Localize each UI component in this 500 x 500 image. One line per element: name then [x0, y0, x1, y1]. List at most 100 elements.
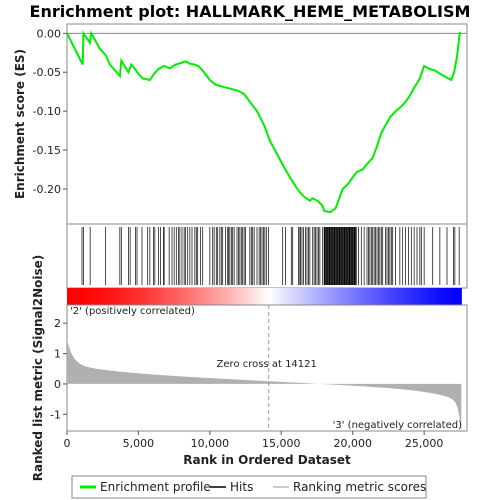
metric-y-tick-label: 0 [54, 378, 61, 391]
color-bar-segment [205, 288, 210, 305]
color-bar-segment [394, 288, 399, 305]
color-bar-segment [374, 288, 380, 305]
x-tick-label: 20,000 [333, 437, 372, 450]
negative-correlation-label: '3' (negatively correlated) [333, 420, 462, 431]
color-bar-segment [398, 288, 403, 305]
color-bar-segment [272, 288, 277, 305]
es-y-tick-label: -0.20 [33, 183, 61, 196]
color-bar-segment [86, 288, 92, 305]
x-tick-label: 15,000 [262, 437, 301, 450]
color-bar-segment [114, 288, 119, 305]
color-bar-segment [366, 288, 372, 305]
color-bar-segment [315, 288, 320, 305]
color-bar-segment [370, 288, 376, 305]
ranking-metric-area [67, 339, 462, 434]
x-tick-label: 10,000 [191, 437, 230, 450]
color-bar-segment [319, 288, 324, 305]
color-bar-segment [417, 288, 423, 305]
metric-panel [66, 304, 468, 432]
color-bar-segment [102, 288, 108, 305]
color-bar-segment [177, 288, 182, 305]
color-bar-segment [323, 288, 328, 305]
color-bar-segment [429, 288, 435, 305]
x-tick-label: 25,000 [405, 437, 444, 450]
color-bar-segment [130, 288, 135, 305]
color-bar-segment [303, 288, 309, 305]
metric-y-tick-label: -1 [50, 408, 61, 421]
color-bar-segment [382, 288, 387, 305]
color-bar-segment [165, 288, 171, 305]
es-y-axis-title: Enrichment score (ES) [13, 49, 27, 199]
es-y-tick-label: -0.10 [33, 105, 61, 118]
color-bar-segment [212, 288, 218, 305]
color-bar-segment [335, 288, 340, 305]
color-bar-segment [362, 288, 368, 305]
color-bar-segment [185, 288, 190, 305]
color-bar-segment [181, 288, 186, 305]
hit-marks [81, 227, 460, 285]
color-bar-segment [343, 288, 348, 305]
metric-y-tick-label: 1 [54, 348, 61, 361]
color-bar-segment [122, 288, 127, 305]
x-tick-label: 5,000 [123, 437, 155, 450]
color-bar-segment [350, 288, 356, 305]
color-bar-segment [173, 288, 178, 305]
color-bar-segment [110, 288, 115, 305]
color-bar-segment [228, 288, 234, 305]
x-axis-labels: 0 5,000 10,000 15,000 20,000 25,000 [64, 437, 444, 450]
color-bar-segment [216, 288, 222, 305]
es-y-tick-label: 0.00 [37, 27, 62, 40]
color-bar-segment [358, 288, 364, 305]
enrichment-profile-line [66, 30, 461, 214]
color-bar-segment [295, 288, 301, 305]
legend-profile-label: Enrichment profile [100, 480, 211, 494]
metric-y-axis-ticks [63, 322, 67, 415]
legend-box [71, 475, 427, 499]
color-bar-segment [98, 288, 104, 305]
color-bar-segment [137, 288, 143, 305]
color-bar-segment [70, 288, 76, 305]
color-bar-segment [141, 288, 147, 305]
color-bar-segment [354, 288, 360, 305]
color-bar-segment [260, 288, 265, 305]
color-bar-segment [126, 288, 131, 305]
color-bar-segment [425, 288, 431, 305]
color-bar-segment [134, 288, 139, 305]
color-bar-segment [208, 288, 214, 305]
color-bar-segment [197, 288, 202, 305]
color-bar-segment [157, 288, 163, 305]
color-bar-segment [441, 288, 447, 305]
zero-cross-label: Zero cross at 14121 [217, 359, 317, 370]
color-bar-segment [311, 288, 316, 305]
color-bar-segment [437, 288, 443, 305]
color-bar-segment [94, 288, 100, 305]
color-bar-segment [74, 288, 80, 305]
color-bar-segment [236, 288, 242, 305]
color-bar-segment [275, 288, 281, 305]
color-bar-segment [248, 288, 253, 305]
color-bar-segment [90, 288, 96, 305]
color-bar-segment [106, 288, 111, 305]
legend-metric-label: Ranking metric scores [293, 480, 426, 494]
color-bar-segment [283, 288, 289, 305]
color-bar-segment [264, 288, 269, 305]
color-bar-segment [240, 288, 246, 305]
color-bar-segment [433, 288, 439, 305]
color-bar-segment [402, 288, 407, 305]
color-bar-segment [193, 288, 198, 305]
color-bar-segment [201, 288, 206, 305]
es-y-tick-label: -0.05 [33, 66, 61, 79]
color-bar-segment [279, 288, 285, 305]
color-bar-segment [287, 288, 293, 305]
x-axis-title: Rank in Ordered Dataset [183, 453, 351, 467]
color-bar-segment [252, 288, 257, 305]
color-bar-segment [390, 288, 395, 305]
color-bar-segment [169, 288, 175, 305]
hits-panel [66, 223, 468, 289]
color-bar-segment [378, 288, 384, 305]
legend-hits-label: Hits [230, 480, 253, 494]
positive-correlation-label: '2' (positively correlated) [70, 306, 195, 317]
metric-y-axis-labels: 2 1 0 -1 [50, 317, 61, 421]
color-bar-segment [161, 288, 167, 305]
